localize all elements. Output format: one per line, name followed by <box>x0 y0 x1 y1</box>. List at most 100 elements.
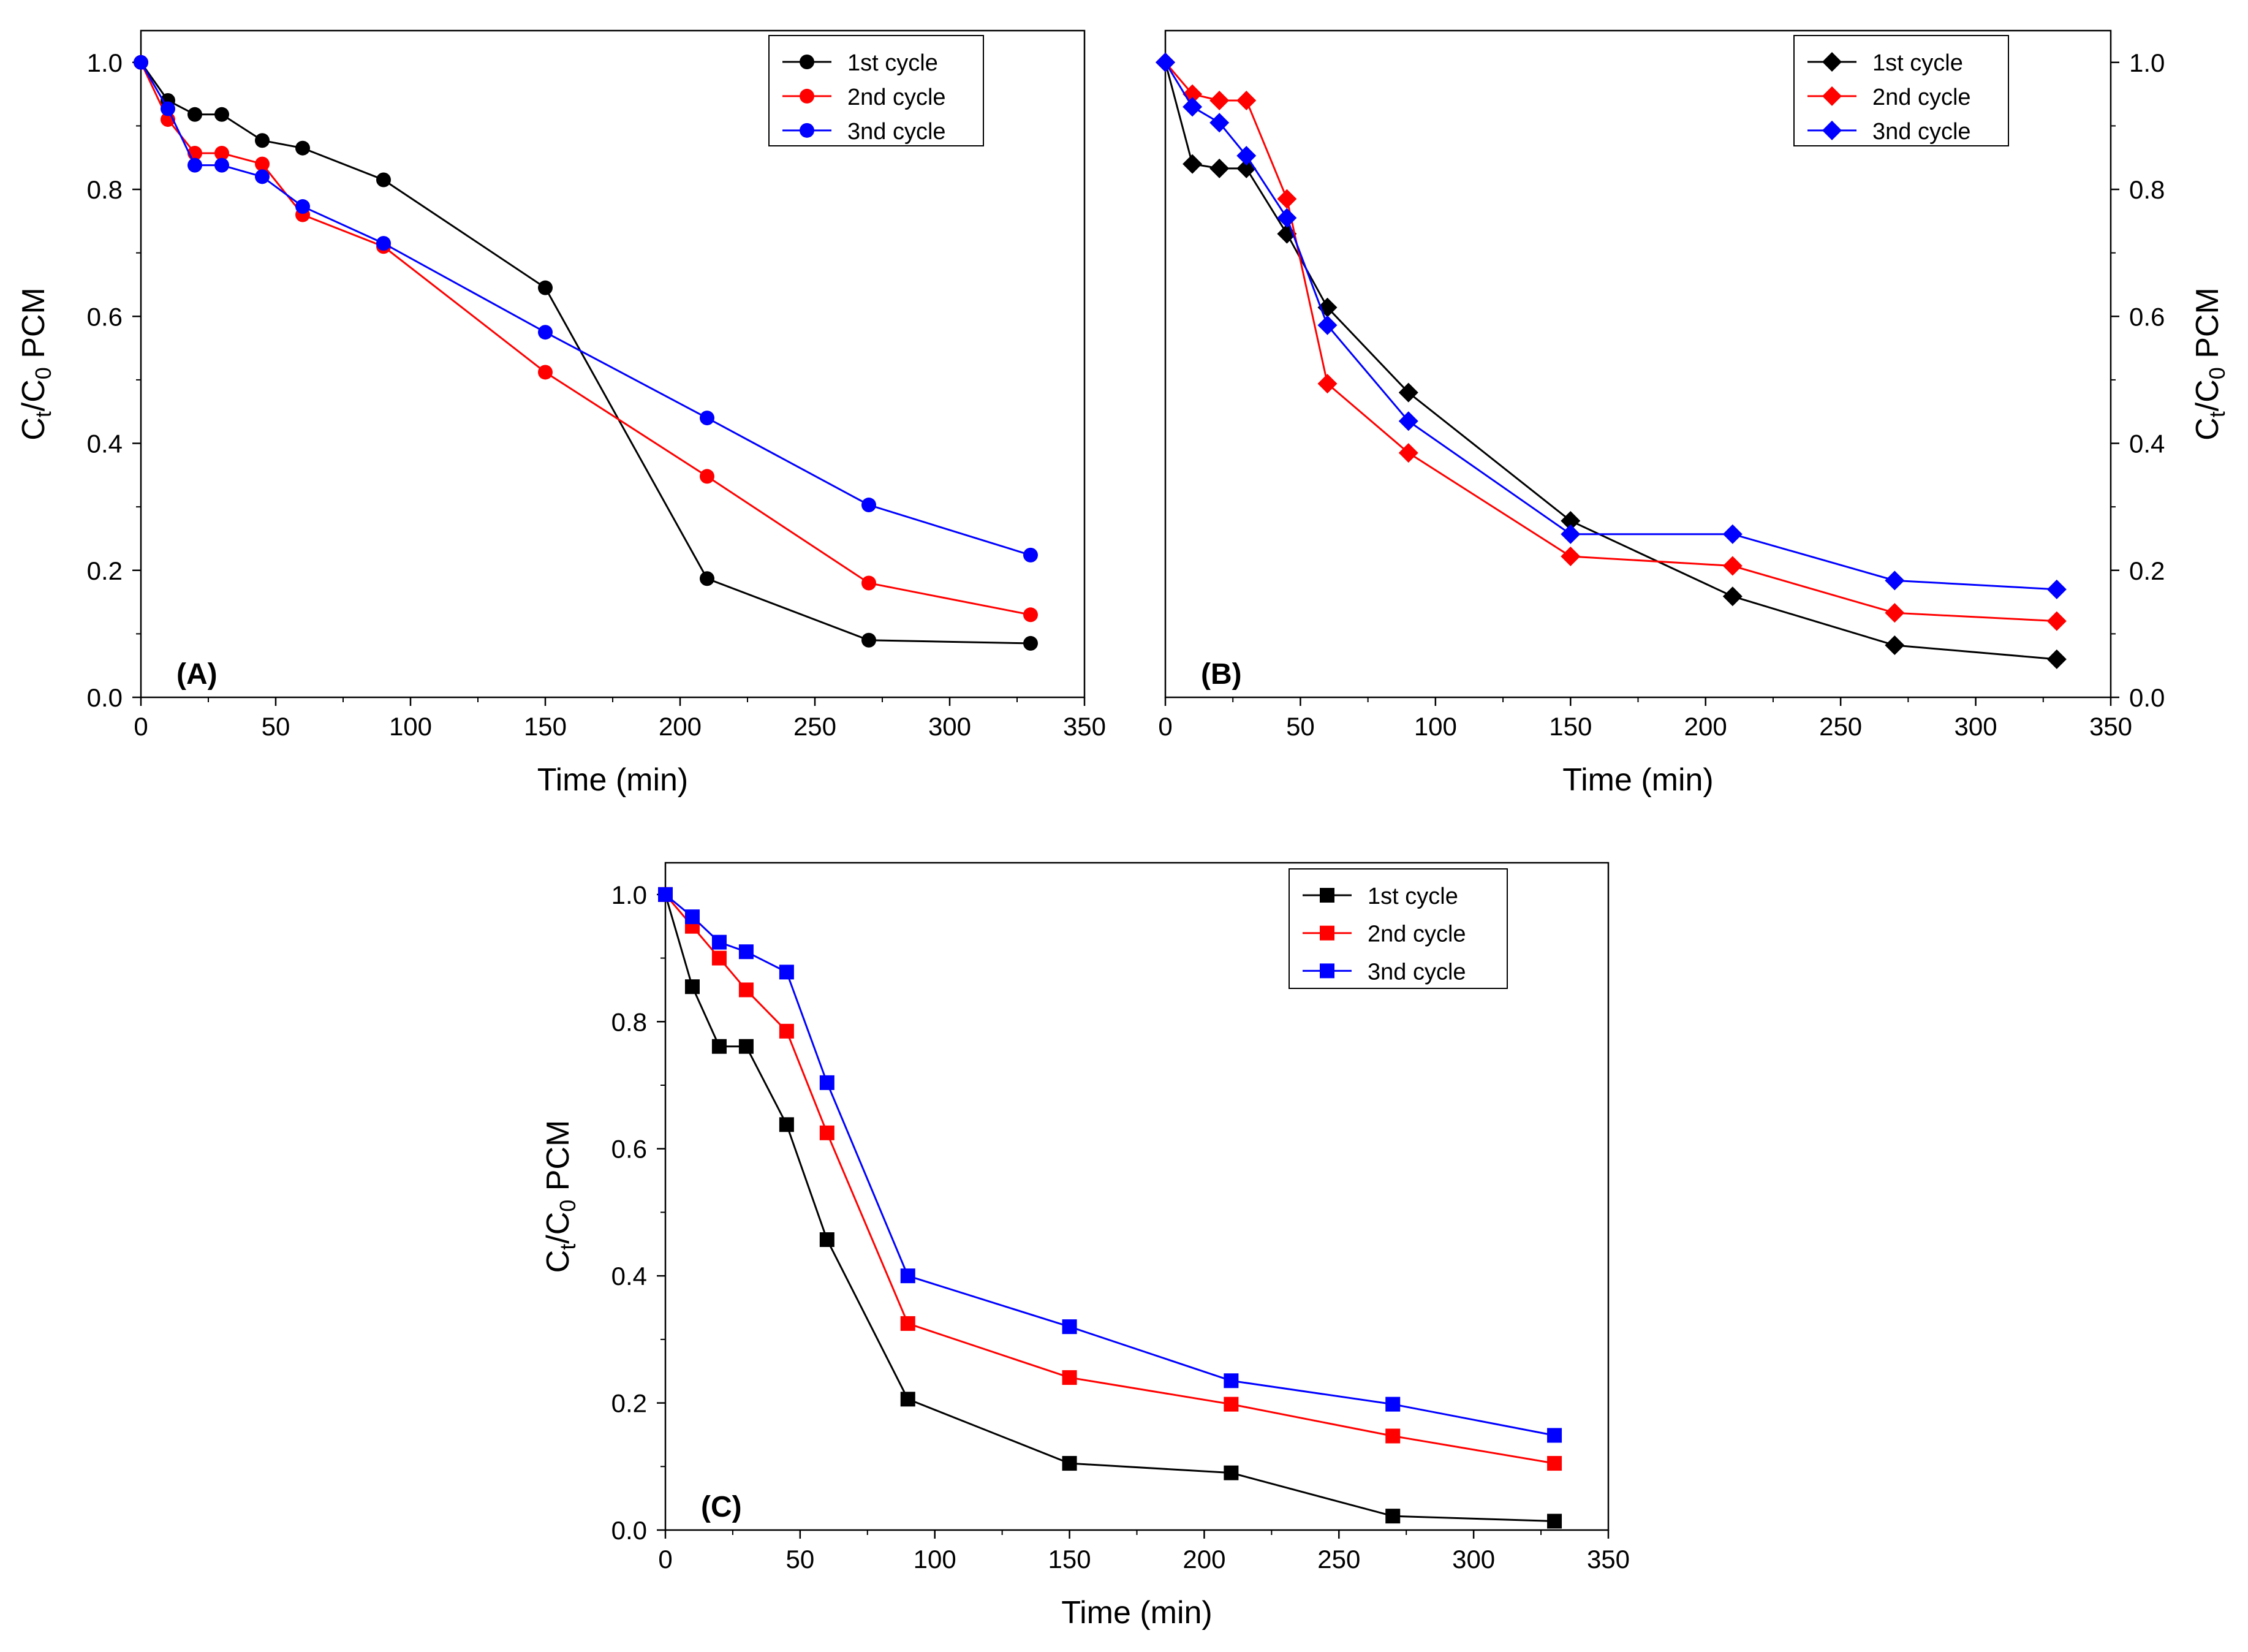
y-axis-title-text: PCM <box>2190 287 2225 367</box>
data-point <box>1722 556 1743 576</box>
x-tick-label: 150 <box>1549 712 1592 741</box>
data-point <box>1385 1509 1401 1524</box>
y-axis-title-subscript: 0 <box>31 367 56 379</box>
data-point <box>255 133 270 148</box>
data-point <box>538 280 553 295</box>
data-point <box>1224 1373 1239 1389</box>
legend-marker <box>800 88 814 104</box>
data-point <box>1183 154 1203 174</box>
data-point <box>1277 208 1297 228</box>
x-axis-title: Time (min) <box>1061 1595 1213 1631</box>
data-point <box>187 157 202 173</box>
y-axis-title-subscript: t <box>2204 411 2230 417</box>
data-point <box>819 1232 834 1248</box>
legend-marker <box>1822 120 1842 140</box>
data-point <box>1547 1428 1562 1443</box>
y-tick-label: 0.8 <box>611 1007 647 1036</box>
x-tick-label: 300 <box>1452 1545 1495 1574</box>
data-point <box>1277 189 1297 209</box>
y-tick-label: 0.6 <box>2129 302 2165 331</box>
y-tick-label: 0.8 <box>2129 175 2165 204</box>
y-tick-label: 0.0 <box>87 683 123 712</box>
data-point <box>295 140 310 156</box>
legend-marker <box>800 123 814 138</box>
data-point <box>1561 524 1581 544</box>
y-axis-title-subscript: t <box>555 1244 580 1250</box>
data-point <box>1561 510 1581 531</box>
data-point <box>1224 1396 1239 1412</box>
data-point <box>1023 635 1038 651</box>
data-point <box>779 1023 794 1039</box>
legend: 1st cycle 2nd cycle 3nd cycle <box>768 35 984 146</box>
data-point <box>1317 315 1338 335</box>
legend-label: 1st cycle <box>1872 50 1963 76</box>
data-point <box>1385 1396 1401 1412</box>
x-tick-label: 150 <box>524 712 567 741</box>
data-point <box>900 1392 915 1407</box>
y-tick-label: 0.4 <box>87 430 123 458</box>
x-tick-label: 250 <box>1819 712 1862 741</box>
data-point <box>819 1075 834 1090</box>
y-tick-label: 0.6 <box>87 302 123 331</box>
data-point <box>779 964 794 980</box>
data-point <box>1561 546 1581 566</box>
data-point <box>1236 146 1257 166</box>
data-point <box>1023 607 1038 623</box>
x-tick-label: 250 <box>793 712 836 741</box>
legend-entry: 3nd cycle <box>782 119 946 145</box>
y-axis-title-text: PCM <box>540 1120 576 1200</box>
y-tick-label: 1.0 <box>611 881 647 909</box>
legend: 1st cycle 2nd cycle 3nd cycle <box>1793 35 2009 146</box>
x-tick-label: 50 <box>1286 712 1315 741</box>
data-point <box>255 156 270 172</box>
y-tick-label: 0.4 <box>2129 430 2165 458</box>
data-point <box>214 107 229 122</box>
y-axis-title-text: /C <box>2190 379 2225 411</box>
x-tick-label: 150 <box>1048 1545 1091 1574</box>
data-point <box>1547 1514 1562 1529</box>
data-point <box>1023 547 1038 563</box>
data-point <box>738 1039 754 1054</box>
y-axis-title-text: /C <box>540 1212 576 1244</box>
legend-entry: 3nd cycle <box>1303 959 1466 985</box>
legend-label: 2nd cycle <box>1872 85 1971 110</box>
data-point <box>1398 382 1418 403</box>
data-point <box>214 157 229 173</box>
x-tick-label: 300 <box>928 712 971 741</box>
data-point <box>1885 603 1905 623</box>
data-point <box>658 887 673 902</box>
data-point <box>1547 1456 1562 1471</box>
data-point <box>1062 1319 1077 1335</box>
data-point <box>2046 649 2067 669</box>
y-axis-title-subscript: 0 <box>2204 367 2230 379</box>
y-tick-label: 0.8 <box>87 175 123 204</box>
legend-entry: 2nd cycle <box>1807 85 1971 110</box>
y-tick-label: 0.6 <box>611 1135 647 1164</box>
data-point <box>700 469 714 484</box>
x-tick-label: 0 <box>134 712 148 741</box>
data-point <box>1156 52 1175 72</box>
legend-marker <box>1320 925 1334 941</box>
data-point <box>1398 443 1418 463</box>
data-point <box>1398 411 1418 431</box>
data-point <box>711 950 727 966</box>
data-point <box>711 934 727 950</box>
data-point <box>295 199 310 214</box>
data-point <box>711 1039 727 1054</box>
series-2 <box>134 55 1038 623</box>
y-tick-label: 1.0 <box>2129 48 2165 77</box>
data-point <box>861 632 876 648</box>
legend-entry: 1st cycle <box>1807 50 1963 76</box>
x-axis-title: Time (min) <box>537 762 689 798</box>
data-point <box>134 55 148 70</box>
legend-label: 3nd cycle <box>1872 119 1971 145</box>
data-point <box>2046 579 2067 599</box>
data-point <box>700 411 714 426</box>
data-point <box>1209 90 1230 110</box>
y-axis-title: Ct/C0 PCM <box>540 1120 580 1273</box>
legend-label: 3nd cycle <box>1368 959 1466 985</box>
data-point <box>1209 113 1230 133</box>
x-tick-label: 100 <box>914 1545 956 1574</box>
